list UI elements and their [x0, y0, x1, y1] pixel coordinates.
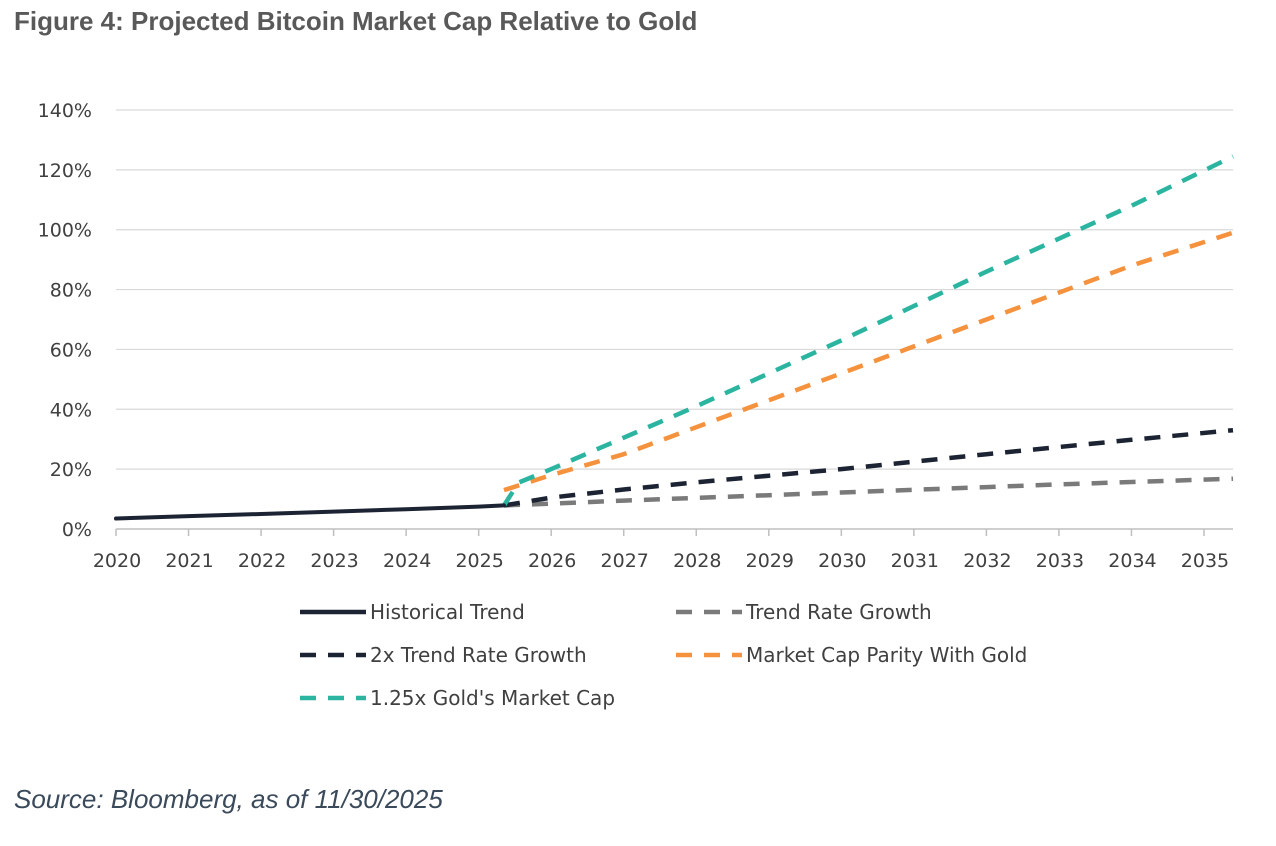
- legend-label: Trend Rate Growth: [745, 600, 932, 624]
- y-tick-label: 140%: [38, 100, 92, 122]
- x-tick-label: 2024: [383, 550, 431, 572]
- y-tick-label: 20%: [50, 459, 92, 481]
- x-tick-label: 2022: [238, 550, 286, 572]
- x-tick-label: 2031: [891, 550, 939, 572]
- legend-item-trend-rate-growth: Trend Rate Growth: [676, 600, 932, 624]
- x-tick-label: 2025: [455, 550, 503, 572]
- series-lines: [114, 154, 1234, 521]
- x-tick-label: 2021: [165, 550, 213, 572]
- legend-label: Historical Trend: [370, 600, 525, 624]
- x-tick-label: 2023: [310, 550, 358, 572]
- axes: 0% 20% 40% 60% 80% 100% 120% 140% 2020 2021 2022 20…: [38, 100, 1233, 572]
- x-tick-label: 2029: [746, 550, 794, 572]
- legend-label: 2x Trend Rate Growth: [370, 643, 587, 667]
- legend-item-historical-trend: Historical Trend: [300, 600, 525, 624]
- series-line-historical-trend: [114, 503, 506, 521]
- legend: Historical Trend Trend Rate Growth 2x Tren…: [300, 600, 1027, 710]
- legend-label: Market Cap Parity With Gold: [746, 643, 1027, 667]
- y-tick-label: 80%: [50, 280, 92, 302]
- source-note: Source: Bloomberg, as of 11/30/2025: [14, 784, 443, 814]
- series-line-2x-trend-rate-growth: [503, 427, 1234, 508]
- y-tick-label: 120%: [38, 160, 92, 182]
- legend-label: 1.25x Gold's Market Cap: [370, 686, 615, 710]
- x-tick-label: 2032: [963, 550, 1011, 572]
- y-tick-label: 60%: [50, 339, 92, 361]
- series-line-trend-rate-growth: [503, 476, 1234, 508]
- x-tick-label: 2027: [601, 550, 649, 572]
- legend-item-1-25x-gold-s-market-cap: 1.25x Gold's Market Cap: [300, 686, 615, 710]
- line-chart: 0% 20% 40% 60% 80% 100% 120% 140% 2020 2021 2022 20…: [38, 100, 1234, 710]
- series-line-1-25x-gold-s-market-cap: [502, 154, 1234, 507]
- x-tick-label: 2035: [1181, 550, 1229, 572]
- x-tick-label: 2020: [93, 550, 141, 572]
- x-tick-label: 2030: [818, 550, 866, 572]
- y-tick-label: 40%: [50, 399, 92, 421]
- legend-item-market-cap-parity-with-gold: Market Cap Parity With Gold: [676, 643, 1027, 667]
- figure-title: Figure 4: Projected Bitcoin Market Cap R…: [14, 6, 698, 36]
- gridlines: [116, 109, 1233, 470]
- x-tick-label: 2028: [673, 550, 721, 572]
- y-tick-label: 0%: [62, 519, 92, 541]
- legend-item-2x-trend-rate-growth: 2x Trend Rate Growth: [300, 643, 587, 667]
- x-tick-label: 2033: [1036, 550, 1084, 572]
- series-line-market-cap-parity-with-gold: [503, 230, 1234, 493]
- x-tick-label: 2034: [1108, 550, 1156, 572]
- x-tick-label: 2026: [528, 550, 576, 572]
- y-tick-label: 100%: [38, 220, 92, 242]
